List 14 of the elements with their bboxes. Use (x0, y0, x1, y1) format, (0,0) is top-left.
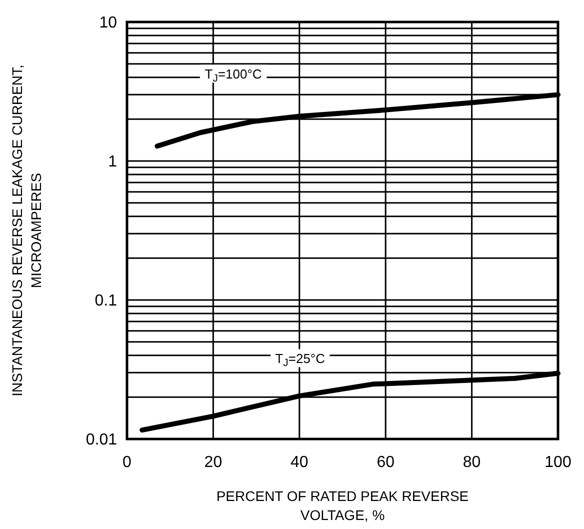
y-tick-label: 0.01 (86, 432, 118, 449)
y-tick-label: 1 (108, 154, 118, 171)
x-tick-label: 60 (376, 454, 395, 471)
series-label: T$_{J}$=25°C (275, 351, 326, 369)
text: T$_{J}$=100°C (204, 66, 262, 84)
y-tick-label: 10 (99, 14, 118, 32)
y-tick-label: 0.1 (94, 292, 118, 310)
y-axis-title: INSTANTANEOUS REVERSE LEAKAGE CURRENT, MICROAMPERES (9, 64, 44, 396)
x-tick-label: 80 (462, 454, 481, 471)
x-tick-label: 40 (290, 454, 308, 471)
x-tick-label: 0 (122, 454, 132, 471)
x-axis-title: PERCENT OF RATED PEAK REVERSE VOLTAGE, % (216, 488, 469, 523)
x-tick-label: 20 (204, 454, 222, 471)
x-tick-label: 100 (544, 454, 572, 471)
